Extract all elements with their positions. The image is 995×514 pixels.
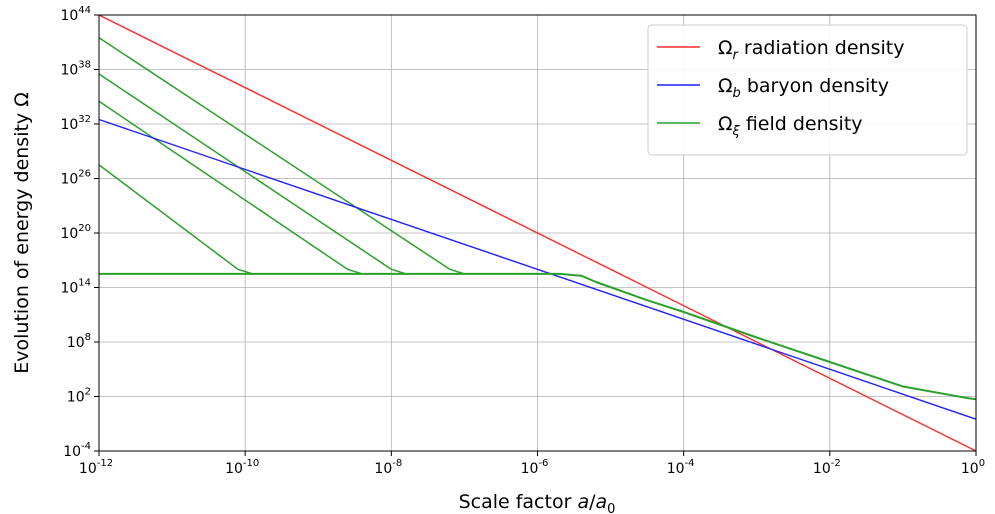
x-tick-label: 10-2 xyxy=(813,458,841,477)
x-tick-label: 10-4 xyxy=(667,458,695,477)
legend-radiation-label: Ωr radiation density xyxy=(718,37,904,63)
x-axis-ticks: 10-12 10-10 10-8 10-6 10-4 10-2 100 xyxy=(79,451,985,477)
plot-area xyxy=(98,14,977,452)
radiation-density-line xyxy=(98,14,977,452)
legend: Ωr radiation density Ωb baryon density Ωξ … xyxy=(647,24,968,156)
x-tick-label: 100 xyxy=(961,458,985,477)
y-axis-label: Evolution of energy density Ω xyxy=(11,92,33,373)
legend-baryon-label: Ωb baryon density xyxy=(718,75,889,101)
y-tick-label: 1038 xyxy=(60,60,91,79)
x-tick-label: 10-6 xyxy=(521,458,549,477)
baryon-density-line xyxy=(98,118,977,420)
x-tick-label: 10-8 xyxy=(374,458,402,477)
y-tick-label: 1026 xyxy=(60,169,91,188)
field-density-line xyxy=(99,272,977,401)
y-tick-label: 102 xyxy=(67,387,91,406)
field-transient-line-4 xyxy=(98,37,465,275)
field-transient-line-2 xyxy=(98,100,363,275)
y-tick-label: 1044 xyxy=(60,5,91,24)
legend-field-label: Ωξ field density xyxy=(718,113,863,139)
y-axis-ticks: 10-4 102 108 1014 1020 1026 1032 1038 1044 xyxy=(60,5,99,460)
x-tick-label: 10-12 xyxy=(79,458,113,477)
y-tick-label: 1032 xyxy=(60,114,91,133)
y-tick-label: 108 xyxy=(67,332,91,351)
y-tick-label: 1020 xyxy=(60,223,91,242)
y-tick-label: 10-4 xyxy=(63,441,91,460)
x-axis-label: Scale factor a/a0 xyxy=(459,491,616,514)
field-transient-line-3 xyxy=(98,73,407,275)
field-transient-line-1 xyxy=(98,164,253,275)
legend-box xyxy=(647,24,968,156)
x-tick-label: 10-10 xyxy=(225,458,259,477)
y-tick-label: 1014 xyxy=(60,278,91,297)
